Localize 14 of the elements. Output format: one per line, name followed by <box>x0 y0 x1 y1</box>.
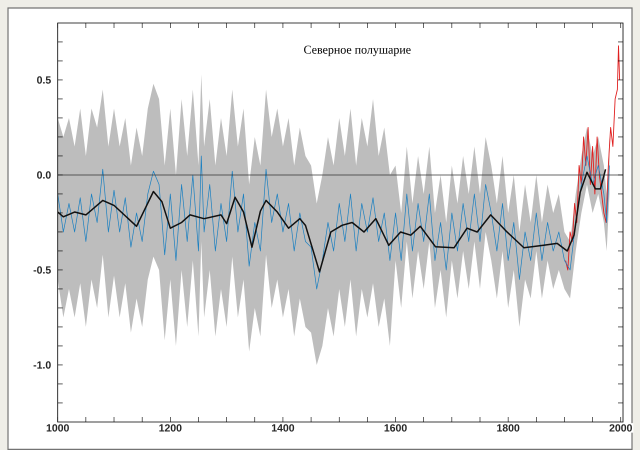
y-tick-label: 0.5 <box>37 76 51 84</box>
line-series <box>58 168 606 273</box>
x-tick-label: 2000 <box>609 424 632 432</box>
y-tick-label: -0.5 <box>34 266 51 274</box>
x-tick-label: 1600 <box>384 424 407 432</box>
y-tick-label: -1.0 <box>34 361 51 369</box>
line-series <box>58 156 610 290</box>
text: Северное полушарие <box>304 46 411 56</box>
line-series <box>565 45 620 270</box>
x-tick-label: 1200 <box>159 424 182 432</box>
x-tick-label: 1800 <box>497 424 520 432</box>
y-tick-label: 0.0 <box>37 171 51 179</box>
x-tick-label: 1400 <box>272 424 294 432</box>
x-tick-label: 1000 <box>46 424 69 432</box>
